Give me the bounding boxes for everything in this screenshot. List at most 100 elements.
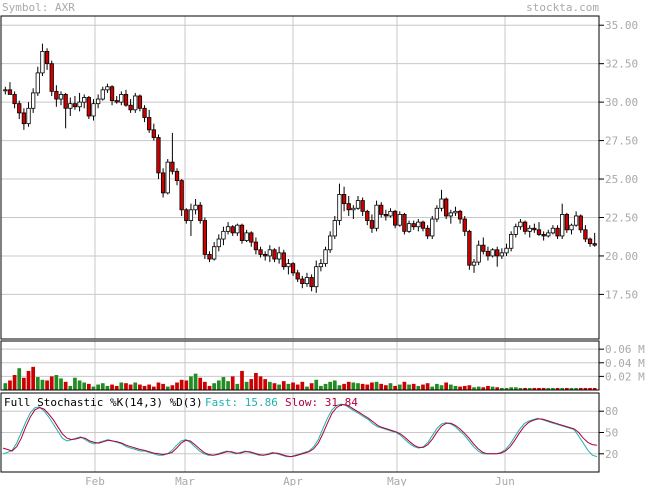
candle-body (147, 117, 152, 131)
candle (295, 269, 300, 283)
candle (253, 237, 259, 255)
volume-bar (416, 385, 421, 390)
candle-body (564, 214, 569, 231)
candle-body (137, 95, 143, 109)
volume-bar (35, 377, 40, 390)
volume-bar (314, 379, 319, 390)
volume-bar (430, 386, 435, 390)
candle (555, 225, 560, 240)
volume-bar (500, 387, 504, 390)
candle (485, 246, 491, 261)
candle-body (281, 252, 286, 268)
candle (328, 231, 333, 253)
candle-body (272, 249, 277, 260)
candle (198, 202, 203, 224)
candle (244, 229, 249, 243)
volume-bar (179, 379, 184, 390)
candle-body (123, 94, 129, 106)
volume-bar (379, 383, 384, 390)
candle (351, 205, 356, 220)
candle (509, 231, 514, 252)
candle-body (457, 210, 463, 220)
candle (249, 231, 254, 247)
volume-bar (17, 368, 22, 390)
candle (239, 223, 245, 244)
candle-body (216, 238, 221, 248)
candle-body (179, 180, 184, 211)
volume-bar (147, 384, 152, 390)
candle-body (560, 214, 565, 237)
volume-bar (49, 376, 54, 390)
x-tick-label: Mar (175, 475, 195, 486)
candle-body (12, 94, 17, 105)
panel-border (0, 340, 600, 391)
price-tick-label: 32.50 (605, 58, 638, 71)
candle-body (184, 209, 189, 221)
volume-bar (128, 384, 133, 390)
candle (119, 91, 124, 106)
volume-bar (564, 387, 569, 390)
candle (263, 251, 268, 261)
volume-bar (509, 387, 514, 390)
volume-bar (435, 383, 439, 390)
candle (230, 225, 235, 236)
volume-bar (592, 387, 597, 390)
candle (7, 82, 13, 95)
volume-bar (272, 383, 277, 390)
candle-body (239, 224, 245, 241)
volume-bar (583, 387, 588, 390)
candle-body (578, 215, 583, 231)
candle-body (31, 92, 36, 109)
candle-body (532, 227, 537, 231)
volume-bar (337, 385, 342, 390)
volume-bar (59, 378, 63, 390)
volume-bar (207, 385, 212, 390)
volume-bar (462, 385, 467, 390)
candle-body (235, 224, 240, 234)
candle-body (109, 86, 115, 101)
candle-body (462, 218, 467, 232)
candle (448, 209, 453, 224)
candle (109, 85, 115, 106)
volume-bar (537, 387, 541, 390)
candle-body (425, 227, 430, 237)
volume-bar (193, 373, 198, 390)
candle-body (105, 86, 110, 91)
candle (392, 209, 398, 229)
candle (587, 237, 593, 247)
volume-bar (513, 387, 518, 390)
candle-body (411, 223, 416, 228)
volume-bar (170, 385, 175, 390)
candle-body (156, 137, 161, 174)
candle (212, 242, 217, 261)
volume-bar (226, 381, 230, 390)
symbol-label: Symbol: AXR (2, 1, 75, 14)
candle-body (346, 203, 351, 211)
candle (77, 92, 82, 112)
candle-body (151, 129, 156, 138)
volume-bar (184, 380, 189, 390)
candle-body (91, 103, 96, 117)
candle-body (72, 103, 78, 108)
candle (490, 248, 495, 258)
volume-bar (3, 383, 8, 390)
volume-tick-label: 0.04 M (605, 357, 645, 370)
volume-bar (560, 387, 565, 390)
volume-bar (448, 384, 453, 390)
candle (541, 231, 546, 241)
candle (151, 123, 156, 141)
volume-bar (68, 385, 73, 390)
candle (323, 246, 328, 267)
stochastic-title: Full Stochastic %K(14,3) %D(3) (4, 396, 203, 409)
candle-body (504, 247, 509, 254)
volume-bar (476, 386, 481, 390)
slow-stochastic-line (2, 404, 598, 458)
candle (332, 215, 337, 240)
candle (12, 91, 17, 109)
candle-body (434, 207, 440, 220)
candle-body (453, 210, 458, 214)
candle-body (383, 214, 388, 217)
candle-body (332, 220, 337, 237)
candle-body (44, 50, 50, 65)
